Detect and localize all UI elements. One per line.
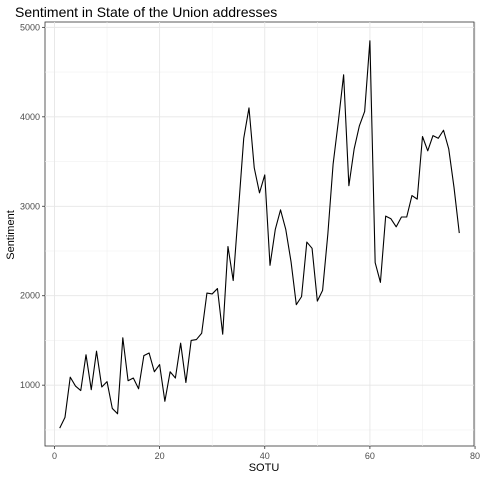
y-tick-label: 1000	[20, 380, 40, 390]
series-layer	[59, 40, 460, 429]
chart-title: Sentiment in State of the Union addresse…	[15, 4, 278, 20]
x-tick-label: 60	[365, 451, 375, 461]
sentiment-series-line	[59, 40, 460, 429]
axis-ticks: 0 20 40 60 80 1000 2000 3000 4000 5000	[20, 22, 480, 461]
y-tick-label: 5000	[20, 22, 40, 32]
y-tick-label: 4000	[20, 112, 40, 122]
x-tick-label: 20	[155, 451, 165, 461]
y-axis-label: Sentiment	[5, 210, 17, 260]
y-tick-label: 3000	[20, 201, 40, 211]
x-tick-label: 0	[52, 451, 57, 461]
x-axis-label: SOTU	[248, 462, 280, 474]
plot-panel	[44, 21, 475, 447]
x-tick-label: 80	[470, 451, 480, 461]
x-tick-label: 40	[260, 451, 270, 461]
y-tick-label: 2000	[20, 291, 40, 301]
grid-lines	[45, 22, 476, 446]
